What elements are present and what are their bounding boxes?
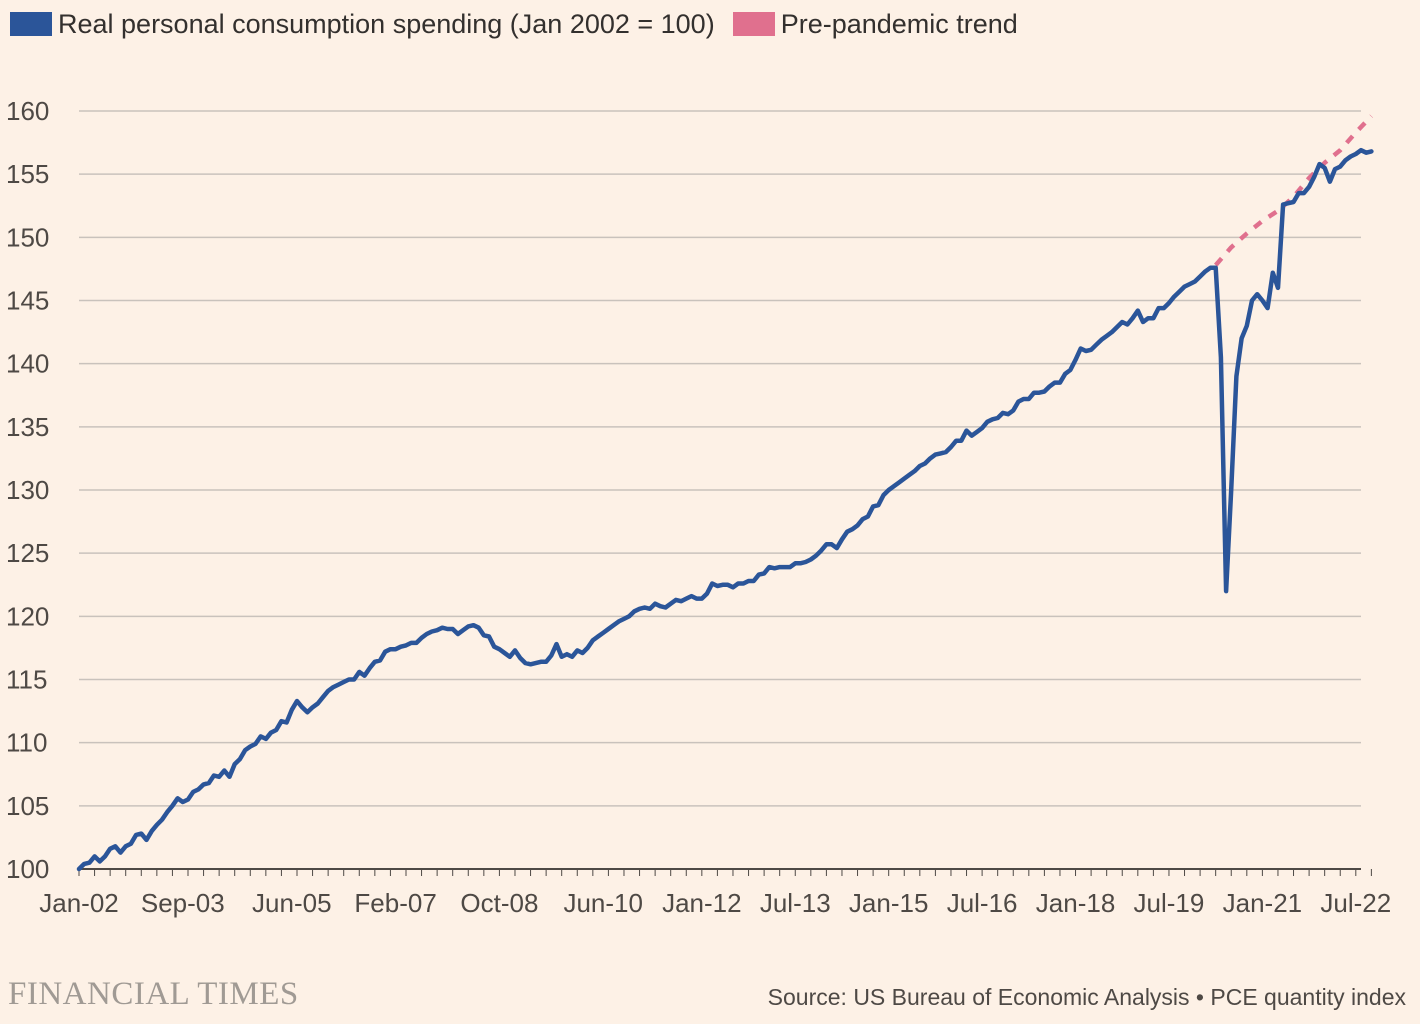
legend-swatch-spending [10,12,52,36]
x-tick-label-12: Jan-21 [1223,888,1303,918]
x-tick-label-8: Jan-15 [849,888,929,918]
y-tick-label-125: 125 [6,538,49,568]
x-tick-label-9: Jul-16 [947,888,1018,918]
legend-label-spending: Real personal consumption spending (Jan … [58,8,715,39]
x-tick-label-1: Sep-03 [141,888,225,918]
y-tick-label-120: 120 [6,601,49,631]
legend-item-trend: Pre-pandemic trend [732,8,1018,40]
x-tick-label-11: Jul-19 [1134,888,1205,918]
y-tick-label-110: 110 [6,728,47,758]
series-line-pre-pandemic-trend [1214,114,1374,267]
x-tick-label-10: Jan-18 [1036,888,1116,918]
y-tick-label-100: 100 [6,854,49,884]
x-tick-label-0: Jan-02 [39,888,119,918]
x-tick-label-5: Jun-10 [563,888,643,918]
x-tick-label-6: Jan-12 [662,888,742,918]
y-tick-label-130: 130 [6,475,49,505]
grid-lines [78,110,1372,876]
line-chart: 100105110115120125130135140145150155160 … [6,96,1391,918]
series-lines [76,114,1374,872]
y-tick-label-150: 150 [6,222,49,252]
y-tick-label-145: 145 [6,286,49,316]
y-tick-label-135: 135 [6,412,49,442]
y-tick-label-155: 155 [6,159,49,189]
x-tick-label-2: Jun-05 [252,888,332,918]
legend-swatch-trend [732,12,775,36]
y-axis-labels: 100 105 110 115 120 125 130 135 140 145 150 155 160 [6,96,49,884]
ft-logo: FINANCIAL TIMES [8,976,299,1012]
legend: Real personal consumption spending (Jan … [10,6,1036,42]
y-tick-label-140: 140 [6,349,49,379]
x-axis-labels: Jan-02 Sep-03 Jun-05 Feb-07 Oct-08 Jun-10 Jan-… [39,888,1391,918]
y-tick-label-115: 115 [6,665,47,695]
source-note: Source: US Bureau of Economic Analysis •… [767,984,1406,1010]
y-tick-label-160: 160 [6,96,49,126]
legend-label-trend: Pre-pandemic trend [780,8,1018,39]
series-line-spending [76,147,1374,872]
x-tick-label-3: Feb-07 [354,888,436,918]
x-tick-label-7: Jul-13 [760,888,831,918]
x-tick-label-13: Jul-22 [1320,888,1391,918]
y-tick-label-105: 105 [6,791,49,821]
x-tick-label-4: Oct-08 [460,888,538,918]
legend-item-spending: Real personal consumption spending (Jan … [10,9,715,40]
